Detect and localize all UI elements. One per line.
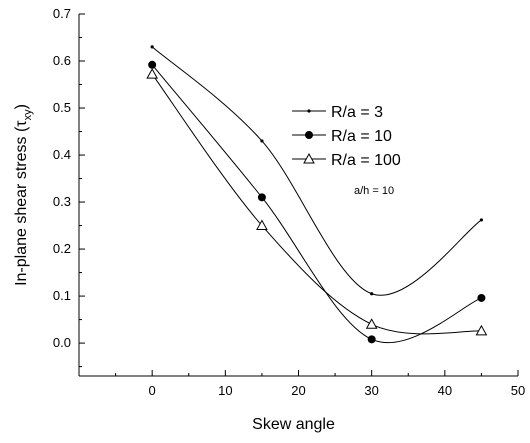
x-tick-label: 0 — [149, 383, 156, 398]
x-tick-label: 40 — [438, 383, 452, 398]
x-axis-title: Skew angle — [252, 416, 335, 433]
legend-item-3: R/a = 100 — [292, 152, 401, 169]
legend-label: R/a = 3 — [331, 104, 383, 121]
data-point — [150, 45, 154, 49]
y-tick-label: 0.3 — [53, 194, 71, 209]
y-tick-label: 0.5 — [53, 100, 71, 115]
series-line — [151, 64, 482, 344]
data-point — [367, 335, 376, 344]
legend-marker — [305, 131, 313, 139]
series-line — [151, 73, 482, 335]
data-point — [148, 60, 157, 69]
data-point — [370, 292, 374, 296]
series-2 — [148, 60, 486, 344]
series-1 — [150, 45, 484, 296]
y-tick-label: 0.2 — [53, 241, 71, 256]
data-point — [257, 193, 266, 202]
x-tick-label: 30 — [364, 383, 378, 398]
legend-marker — [307, 109, 311, 113]
series-3 — [146, 68, 488, 336]
x-tick-label: 10 — [218, 383, 232, 398]
y-tick-label: 0.7 — [53, 6, 71, 21]
y-axis-title: In-plane shear stress (τxy) — [13, 104, 34, 286]
y-tick-label: 0.4 — [53, 147, 71, 162]
legend-label: R/a = 100 — [331, 152, 401, 169]
data-point — [475, 324, 488, 336]
data-point — [260, 139, 264, 143]
x-tick-label: 50 — [511, 383, 525, 398]
x-tick-label: 20 — [291, 383, 305, 398]
y-tick-label: 0.6 — [53, 53, 71, 68]
annotation-text: a/h = 10 — [354, 185, 394, 197]
data-point — [256, 219, 268, 231]
data-point — [479, 218, 484, 222]
legend-marker — [303, 152, 315, 164]
y-tick-label: 0.0 — [53, 335, 71, 350]
data-point — [365, 318, 378, 329]
legend-label: R/a = 10 — [331, 128, 392, 145]
legend-item-1: R/a = 3 — [292, 104, 383, 121]
data-point — [477, 293, 486, 302]
data-point — [146, 68, 159, 79]
series-line — [151, 46, 482, 296]
legend-item-2: R/a = 10 — [292, 128, 392, 145]
y-tick-label: 0.1 — [53, 288, 71, 303]
